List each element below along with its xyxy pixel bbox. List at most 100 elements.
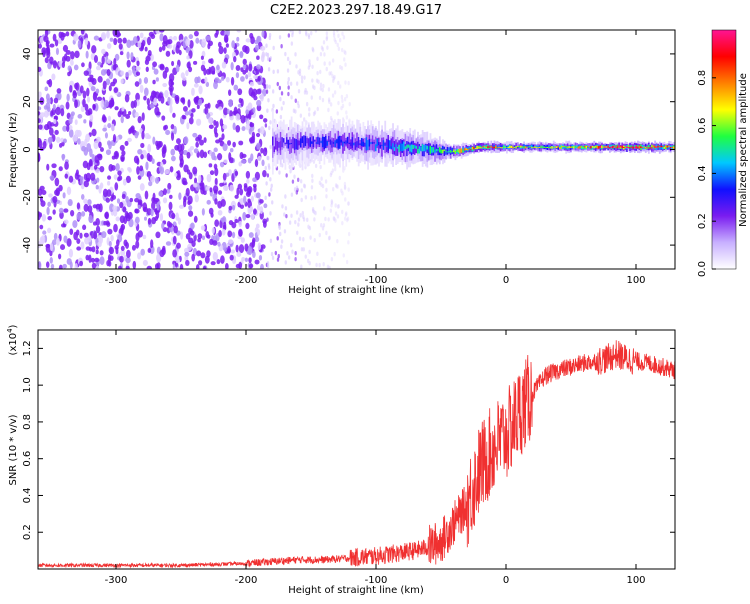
spectrogram-noise-cell: [327, 107, 330, 113]
spectrogram-noise-cell: [220, 76, 225, 81]
spectrogram-noise-cell: [284, 51, 287, 57]
spectrogram-signal-cell: [448, 147, 451, 154]
spectrogram-noise-cell: [67, 198, 73, 207]
spectrogram-noise-cell: [244, 45, 250, 54]
spectrogram-noise-cell: [97, 61, 102, 66]
spectrogram-noise-cell: [39, 185, 45, 191]
spectrogram-signal-cell: [296, 140, 299, 150]
spectrogram-noise-cell: [70, 50, 75, 60]
y-tick-label: 40: [22, 48, 33, 61]
spectrogram-signal-cell: [457, 149, 460, 153]
x-tick-label: -100: [365, 275, 388, 286]
spectrogram-noise-cell: [227, 140, 232, 146]
spectrogram-signal-cell: [516, 146, 519, 148]
x-tick-label: -200: [235, 575, 258, 586]
spectrogram-noise-cell: [114, 106, 119, 111]
spectrogram-noise-cell: [67, 65, 72, 72]
spectrogram-noise-cell: [85, 254, 90, 261]
spectrogram-noise-cell: [68, 175, 74, 183]
spectrogram-noise-cell: [236, 36, 240, 42]
spectrogram-noise-cell: [268, 125, 271, 131]
spectrogram-signal-cell: [389, 140, 391, 149]
spectrogram-noise-cell: [213, 163, 218, 170]
spectrogram-noise-cell: [69, 85, 73, 93]
spectrogram-signal-cell: [658, 146, 661, 148]
spectrogram-noise-cell: [154, 208, 158, 215]
spectrogram-signal-cell: [554, 146, 557, 148]
spectrogram-noise-cell: [92, 104, 96, 111]
spectrogram-noise-cell: [343, 57, 346, 62]
spectrogram-noise-cell: [343, 49, 346, 54]
spectrogram-signal-cell: [300, 138, 302, 148]
spectrogram-noise-cell: [196, 264, 200, 269]
spectrogram-noise-cell: [318, 180, 322, 186]
spectrogram-noise-cell: [145, 55, 151, 62]
spectrogram-noise-cell: [325, 230, 328, 236]
spectrogram-noise-cell: [52, 103, 56, 111]
spectrogram-noise-cell: [203, 67, 207, 76]
spectrogram-noise-cell: [342, 35, 346, 40]
spectrogram-noise-cell: [249, 205, 254, 213]
spectrogram-signal-cell: [435, 144, 438, 153]
spectrogram-signal-cell: [657, 145, 660, 148]
spectrogram-noise-cell: [278, 224, 281, 229]
spectrogram-noise-cell: [284, 194, 287, 199]
x-tick-label: -200: [235, 275, 258, 286]
spectrogram-noise-cell: [162, 82, 168, 88]
spectrogram-signal-cell: [484, 146, 486, 148]
spectrogram-noise-cell: [328, 61, 331, 66]
spectrogram-signal-cell: [582, 146, 585, 149]
spectrogram-noise-cell: [324, 179, 328, 184]
spectrogram-noise-cell: [304, 254, 307, 259]
spectrogram-noise-cell: [322, 262, 325, 267]
spectrogram-signal-cell: [482, 145, 485, 148]
spectrogram-noise-cell: [63, 235, 68, 243]
spectrogram-noise-cell: [85, 133, 91, 143]
spectrogram-noise-cell: [328, 235, 331, 241]
spectrogram-signal-cell: [401, 143, 404, 152]
spectrogram-noise-cell: [85, 110, 91, 116]
spectrogram-noise-cell: [139, 165, 144, 172]
spectrogram-noise-cell: [168, 201, 173, 211]
spectrogram-noise-cell: [70, 59, 74, 66]
spectrogram-signal-cell: [660, 146, 663, 150]
spectrogram-noise-cell: [129, 126, 135, 134]
spectrogram-signal-cell: [370, 138, 373, 151]
spectrogram-noise-cell: [229, 184, 235, 192]
spectrogram-noise-cell: [147, 50, 152, 57]
spectrogram-noise-cell: [174, 94, 180, 102]
spectrogram-noise-cell: [97, 76, 103, 83]
spectrogram-noise-cell: [108, 141, 112, 150]
spectrogram-y-label: Frequency (Hz): [8, 112, 19, 188]
spectrogram-noise-cell: [309, 235, 312, 240]
spectrogram-noise-cell: [335, 184, 338, 189]
spectrogram-noise-cell: [256, 55, 260, 60]
spectrogram-noise-cell: [268, 192, 271, 197]
spectrogram-noise-cell: [246, 120, 251, 126]
spectrogram-noise-cell: [44, 86, 49, 92]
spectrogram-noise-cell: [63, 219, 69, 225]
spectrogram-signal-cell: [374, 136, 377, 150]
spectrogram-noise-cell: [182, 115, 187, 120]
spectrogram-noise-cell: [172, 112, 176, 118]
spectrogram-noise-cell: [266, 108, 269, 113]
spectrogram-noise-cell: [80, 105, 85, 113]
spectrogram-noise-cell: [167, 96, 171, 105]
spectrogram-noise-cell: [257, 242, 262, 250]
spectrogram-noise-cell: [228, 205, 233, 211]
spectrogram-signal-cell: [669, 147, 672, 149]
spectrogram-noise-cell: [344, 197, 347, 202]
spectrogram-signal-cell: [378, 142, 380, 146]
spectrogram-noise-cell: [58, 166, 63, 172]
spectrogram-noise-cell: [315, 78, 319, 83]
spectrogram-noise-cell: [267, 155, 270, 161]
spectrogram-noise-cell: [242, 58, 247, 65]
spectrogram-noise-cell: [336, 42, 339, 48]
spectrogram-noise-cell: [310, 31, 313, 36]
spectrogram-noise-cell: [194, 76, 199, 84]
spectrogram-noise-cell: [120, 78, 124, 84]
spectrogram-noise-cell: [99, 165, 105, 173]
spectrogram-noise-cell: [151, 158, 155, 165]
spectrogram-noise-cell: [186, 151, 191, 159]
spectrogram-signal-cell: [381, 144, 383, 146]
